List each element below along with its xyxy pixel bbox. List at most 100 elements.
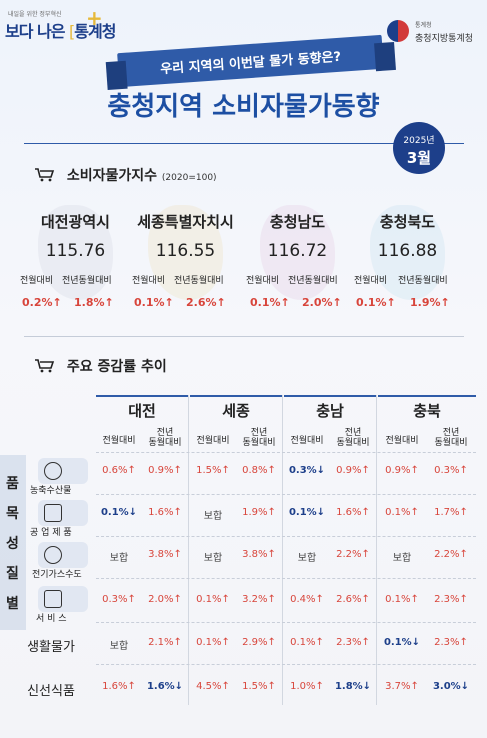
logo-highlight: 통계청 (74, 22, 116, 41)
column-divider (282, 395, 283, 705)
table-cell: 2.3%↑ (434, 637, 468, 648)
header: 내일을 위한 정부혁신 보다 나은 [통계청 + 통계청 충청지방통계청 (0, 0, 487, 70)
table-cell: 3.0%↓ (432, 681, 470, 692)
cpi-block-chungnam: 충청남도 116.72 전월대비 전년동월대비 0.1%↑ 2.0%↑ (240, 205, 355, 315)
service-icon (38, 586, 88, 612)
table-cell: 1.6%↓ (146, 681, 184, 692)
table-cell: 보합 (392, 553, 412, 564)
table-cell: 0.1%↓ (288, 507, 326, 518)
table-cell: 1.6%↑ (148, 507, 182, 518)
table-cell: 4.5%↑ (196, 681, 230, 692)
side-label-char: 목 (6, 506, 19, 522)
region-map-icon (260, 205, 335, 300)
cpi-mom-value: 0.2%↑ (22, 296, 62, 309)
row-divider (96, 578, 476, 579)
logo: 보다 나은 [통계청 (5, 18, 116, 42)
cpi-value: 116.88 (377, 241, 438, 261)
cpi-yoy-value: 1.8%↑ (74, 296, 114, 309)
cpi-yoy-value: 1.9%↑ (410, 296, 450, 309)
side-label-char: 별 (6, 596, 19, 612)
region-header-sejong: 세종 (190, 395, 282, 423)
cpi-yoy-label: 전년동월대비 (62, 276, 112, 286)
row-divider (96, 622, 476, 623)
sub-header-yoy: 전년 동월대비 (426, 428, 476, 448)
agency-name: 충청지방통계청 (415, 34, 473, 44)
table-cell: 3.8%↑ (148, 549, 182, 560)
sub-header-yoy-1: 전년 (442, 428, 460, 438)
row-label: 공 업 제 품 (30, 528, 72, 538)
table-cell: 0.9%↑ (336, 465, 370, 476)
table-cell: 3.2%↑ (242, 594, 276, 605)
cpi-region: 충청남도 (269, 213, 326, 231)
table-cell: 0.6%↑ (102, 465, 136, 476)
logo-bracket-icon: [ (69, 22, 75, 41)
date-month: 3월 (406, 149, 432, 167)
date-year: 2025년 (403, 136, 435, 146)
table-cell: 보합 (203, 553, 223, 564)
cpi-mom-label: 전월대비 (246, 276, 280, 286)
table-cell: 3.7%↑ (385, 681, 419, 692)
table-cell: 1.6%↑ (102, 681, 136, 692)
side-label-char: 질 (6, 566, 19, 582)
row-label: 서 비 스 (36, 614, 67, 624)
page-title: 충청지역 소비자물가동향 (107, 92, 380, 122)
row-divider (96, 536, 476, 537)
table-cell: 0.9%↑ (385, 465, 419, 476)
cpi-yoy-value: 2.0%↑ (302, 296, 342, 309)
table-cell: 1.5%↑ (242, 681, 276, 692)
cpi-section-label: 소비자물가지수 (66, 168, 158, 184)
cpi-mom-value: 0.1%↑ (356, 296, 396, 309)
cpi-mom-value: 0.1%↑ (134, 296, 174, 309)
table-cell: 1.6%↑ (336, 507, 370, 518)
table-cell: 1.9%↑ (242, 507, 276, 518)
item-nature-group: 품 목 성 질 별 (0, 455, 26, 630)
cpi-mom-label: 전월대비 (20, 276, 54, 286)
table-cell: 2.2%↑ (336, 549, 370, 560)
table-cell: 2.1%↑ (148, 637, 182, 648)
table-cell: 0.1%↓ (100, 507, 138, 518)
sub-header-mom: 전월대비 (196, 436, 230, 446)
sub-header-mom: 전월대비 (102, 436, 136, 446)
cpi-region: 대전광역시 (40, 213, 110, 231)
trend-section-label: 주요 증감률 추이 (66, 359, 167, 375)
sub-header-yoy-2: 동월대비 (148, 438, 182, 448)
sub-header-yoy-1: 전년 (156, 428, 174, 438)
table-cell: 2.3%↑ (336, 637, 370, 648)
cart-icon (35, 168, 55, 182)
title-divider (24, 143, 464, 144)
cpi-section-title: 소비자물가지수 (2020=100) (34, 165, 217, 185)
region-header-chungnam: 충남 (284, 395, 376, 423)
table-cell: 2.3%↑ (434, 594, 468, 605)
cpi-block-daejeon: 대전광역시 115.76 전월대비 전년동월대비 0.2%↑ 1.8%↑ (18, 205, 133, 315)
region-header-daejeon: 대전 (96, 395, 188, 423)
cart-icon (35, 359, 55, 373)
table-cell: 1.5%↑ (196, 465, 230, 476)
farm-icon (38, 458, 88, 484)
cpi-region: 세종특별자치시 (137, 213, 234, 231)
cpi-yoy-label: 전년동월대비 (288, 276, 338, 286)
region-header-chungbuk: 충북 (378, 395, 476, 423)
agency-logo: 통계청 충청지방통계청 (387, 20, 473, 44)
table-cell: 0.4%↑ (290, 594, 324, 605)
region-map-icon (370, 205, 445, 300)
cpi-value: 116.72 (267, 241, 328, 261)
sub-header-yoy: 전년 동월대비 (330, 428, 376, 448)
government-emblem-icon (387, 20, 410, 42)
date-badge: 2025년 3월 (393, 122, 445, 174)
table-cell: 2.6%↑ (336, 594, 370, 605)
cpi-mom-value: 0.1%↑ (250, 296, 290, 309)
table-cell: 2.2%↑ (434, 549, 468, 560)
table-cell: 1.0%↑ (290, 681, 324, 692)
cpi-block-sejong: 세종특별자치시 116.55 전월대비 전년동월대비 0.1%↑ 2.6%↑ (128, 205, 243, 315)
section-divider (24, 336, 464, 337)
sub-header-yoy-2: 동월대비 (336, 438, 370, 448)
sub-header-mom: 전월대비 (290, 436, 324, 446)
column-divider (188, 395, 189, 705)
row-divider (96, 494, 476, 495)
trend-section-title: 주요 증감률 추이 (34, 356, 167, 376)
table-cell: 보합 (109, 553, 129, 564)
table-cell: 보합 (297, 553, 317, 564)
cpi-yoy-label: 전년동월대비 (398, 276, 448, 286)
table-cell: 0.3%↓ (288, 465, 326, 476)
